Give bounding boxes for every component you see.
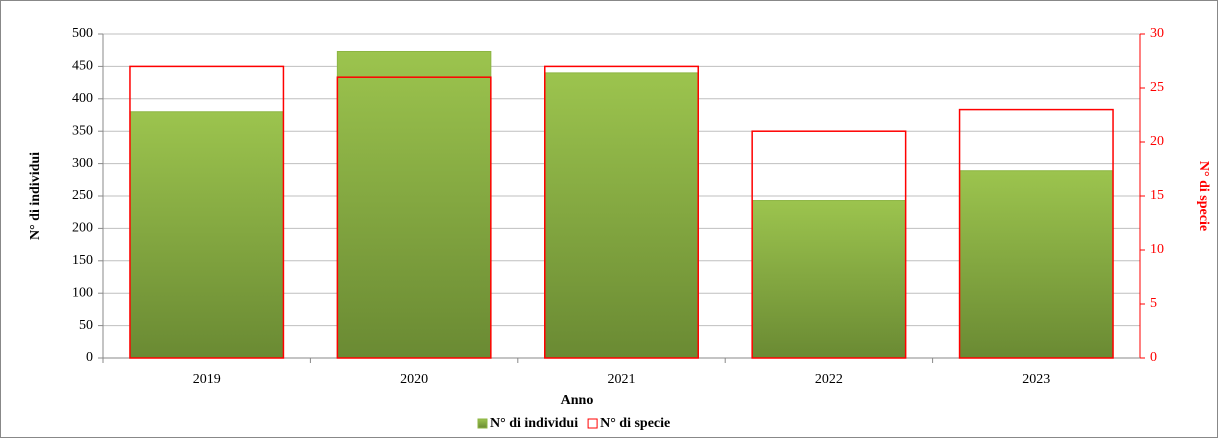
y2-tick-label: 20: [1150, 134, 1164, 149]
x-tick-label: 2019: [193, 372, 221, 387]
y2-tick-label: 10: [1150, 242, 1164, 257]
y2-tick-label: 15: [1150, 188, 1164, 203]
y2-tick-label: 5: [1150, 296, 1157, 311]
y-axis-title: N° di individui: [28, 152, 43, 240]
species-box: [751, 130, 907, 359]
legend-swatch: [477, 418, 488, 429]
legend-label: N° di specie: [600, 416, 670, 431]
y-tick-label: 200: [72, 221, 93, 236]
x-tick-label: 2021: [608, 372, 636, 387]
legend-swatch: [587, 418, 598, 429]
x-tick-label: 2022: [815, 372, 843, 387]
legend-label: N° di individui: [490, 416, 578, 431]
species-box: [129, 65, 285, 359]
bar: [959, 170, 1114, 359]
y-tick-label: 300: [72, 156, 93, 171]
x-axis-title: Anno: [561, 393, 594, 408]
species-box: [958, 108, 1114, 359]
y-tick-label: 150: [72, 253, 93, 268]
y-tick-label: 350: [72, 123, 93, 138]
y2-tick-label: 0: [1150, 350, 1157, 365]
x-tick-label: 2020: [400, 372, 428, 387]
bar: [751, 200, 907, 359]
y2-tick-label: 30: [1150, 26, 1164, 41]
species-box: [544, 65, 699, 359]
x-tick-label: 2023: [1022, 372, 1050, 387]
bar: [129, 111, 284, 359]
bar: [336, 50, 492, 359]
y-tick-label: 50: [79, 318, 93, 333]
species-box: [336, 76, 492, 359]
y-tick-label: 100: [72, 285, 93, 300]
y-tick-label: 500: [72, 26, 93, 41]
bar: [544, 72, 699, 359]
y2-axis-title: N° di specie: [1196, 161, 1211, 231]
y-tick-label: 0: [86, 350, 93, 365]
y-tick-label: 450: [72, 59, 93, 74]
y-tick-label: 400: [72, 91, 93, 106]
y-tick-label: 250: [72, 188, 93, 203]
y2-tick-label: 25: [1150, 80, 1164, 95]
